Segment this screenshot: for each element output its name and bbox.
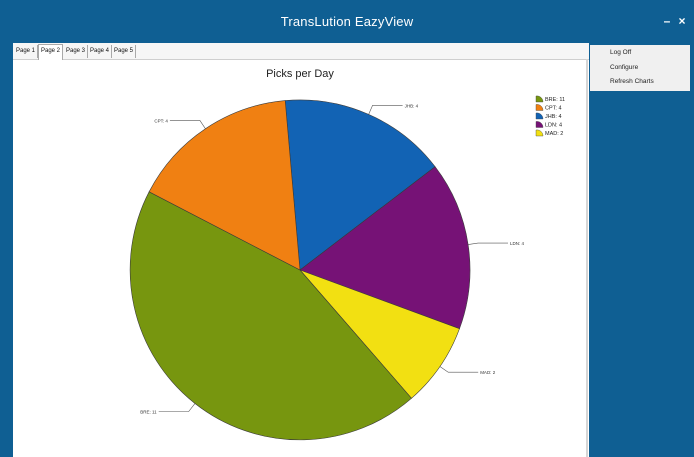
title-bar: TransLution EazyView – × bbox=[0, 0, 694, 43]
log-off-button[interactable]: Log Off bbox=[610, 49, 632, 56]
slice-label-mad: MAD: 2 bbox=[480, 370, 496, 375]
leader-line-cpt bbox=[169, 120, 206, 129]
slice-label-bre: BRE: 11 bbox=[140, 410, 157, 415]
legend-label-mad: MAD: 2 bbox=[545, 131, 563, 137]
legend-label-cpt: CPT: 4 bbox=[545, 106, 562, 112]
refresh-charts-button[interactable]: Refresh Charts bbox=[610, 78, 654, 85]
legend-swatch-ldn bbox=[535, 121, 544, 128]
minimize-button[interactable]: – bbox=[663, 14, 671, 28]
leader-line-ldn bbox=[468, 242, 508, 245]
tab-page-5[interactable]: Page 5 bbox=[112, 45, 137, 58]
slice-label-cpt: CPT: 4 bbox=[154, 118, 168, 123]
side-menu: Log Off Configure Refresh Charts bbox=[590, 45, 690, 91]
chart-legend: BRE: 11 CPT: 4 JHB: 4 LDN: 4 MAD: 2 bbox=[535, 95, 565, 137]
chart-title: Picks per Day bbox=[266, 68, 334, 80]
tab-page-1[interactable]: Page 1 bbox=[14, 45, 39, 58]
configure-button[interactable]: Configure bbox=[610, 64, 639, 71]
pie-slice-cpt bbox=[148, 100, 301, 271]
legend-label-ldn: LDN: 4 bbox=[545, 123, 562, 129]
chart-content-area: Page 1 Page 2 Page 3 Page 4 Page 5 Picks… bbox=[13, 43, 589, 457]
panel-divider bbox=[586, 59, 588, 457]
legend-label-bre: BRE: 11 bbox=[545, 97, 565, 103]
side-panel: Log Off Configure Refresh Charts bbox=[590, 43, 694, 457]
close-button[interactable]: × bbox=[678, 14, 686, 28]
legend-swatch-cpt bbox=[535, 104, 544, 111]
legend-swatch-jhb bbox=[535, 112, 544, 120]
legend-swatch-mad bbox=[535, 129, 544, 137]
window-title: TransLution EazyView bbox=[280, 14, 414, 29]
pie-chart: Picks per Day JHB: 4 LDN: 4 MAD: 2 BRE: 11 C… bbox=[129, 68, 565, 441]
legend-swatch-bre bbox=[535, 95, 544, 103]
page-tabs: Page 1 Page 2 Page 3 Page 4 Page 5 bbox=[13, 43, 589, 60]
tab-page-4[interactable]: Page 4 bbox=[88, 45, 113, 58]
tab-page-3[interactable]: Page 3 bbox=[64, 45, 89, 58]
legend-label-jhb: JHB: 4 bbox=[545, 114, 562, 120]
leader-line-jhb bbox=[368, 104, 403, 115]
leader-line-mad bbox=[439, 366, 479, 373]
pie-slice-bre bbox=[129, 191, 412, 441]
tab-page-2[interactable]: Page 2 bbox=[38, 44, 64, 60]
leader-line-bre bbox=[158, 403, 196, 412]
slice-label-jhb: JHB: 4 bbox=[405, 103, 419, 108]
slice-label-ldn: LDN: 4 bbox=[510, 241, 525, 246]
